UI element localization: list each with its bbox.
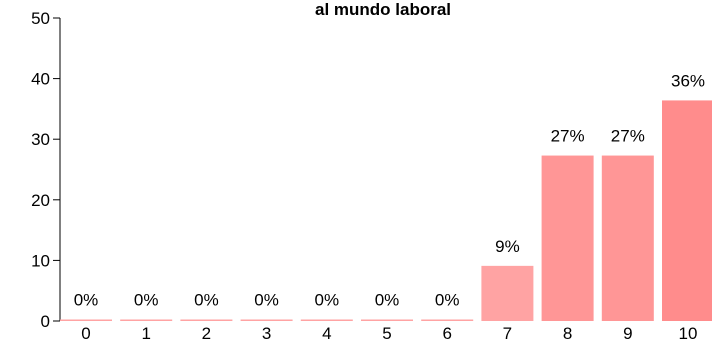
bar — [60, 319, 112, 321]
data-label: 0% — [254, 291, 279, 310]
x-tick-label: 0 — [81, 324, 90, 341]
data-label: 36% — [671, 71, 705, 90]
bar — [541, 155, 594, 321]
data-label: 0% — [375, 291, 400, 310]
x-tick-label: 4 — [322, 324, 331, 341]
bar — [662, 100, 712, 321]
data-label: 0% — [435, 291, 460, 310]
bars: 0% 0% 0% 0% 0% 0% 0% 9% 27% 27% 36% — [60, 71, 712, 321]
bar — [361, 319, 413, 321]
x-tick-label: 3 — [262, 324, 271, 341]
bar — [120, 319, 173, 321]
bar — [481, 265, 534, 321]
data-label: 0% — [74, 291, 99, 310]
x-axis: 0 1 2 3 4 5 6 7 8 9 10 — [81, 324, 697, 341]
data-label: 0% — [315, 291, 340, 310]
y-tick-label: 20 — [31, 191, 50, 210]
y-tick-label: 0 — [41, 312, 50, 331]
data-label: 0% — [134, 291, 159, 310]
data-label: 0% — [194, 291, 219, 310]
x-tick-label: 10 — [679, 324, 698, 341]
data-label: 27% — [551, 127, 585, 146]
x-tick-label: 8 — [563, 324, 572, 341]
bar — [240, 319, 293, 321]
x-tick-label: 1 — [141, 324, 150, 341]
x-tick-label: 5 — [382, 324, 391, 341]
y-tick-label: 50 — [31, 9, 50, 28]
bar — [421, 319, 474, 321]
x-tick-label: 7 — [503, 324, 512, 341]
chart-title: al mundo laboral — [315, 0, 451, 19]
bar — [180, 319, 233, 321]
data-label: 27% — [611, 127, 645, 146]
y-tick-label: 40 — [31, 70, 50, 89]
bar — [601, 155, 654, 321]
bar — [300, 319, 353, 321]
y-axis: 0 10 20 30 40 50 — [31, 9, 61, 331]
y-tick-label: 30 — [31, 130, 50, 149]
data-label: 9% — [495, 237, 520, 256]
y-tick-label: 10 — [31, 251, 50, 270]
x-tick-label: 2 — [202, 324, 211, 341]
x-tick-label: 9 — [623, 324, 632, 341]
x-tick-label: 6 — [442, 324, 451, 341]
